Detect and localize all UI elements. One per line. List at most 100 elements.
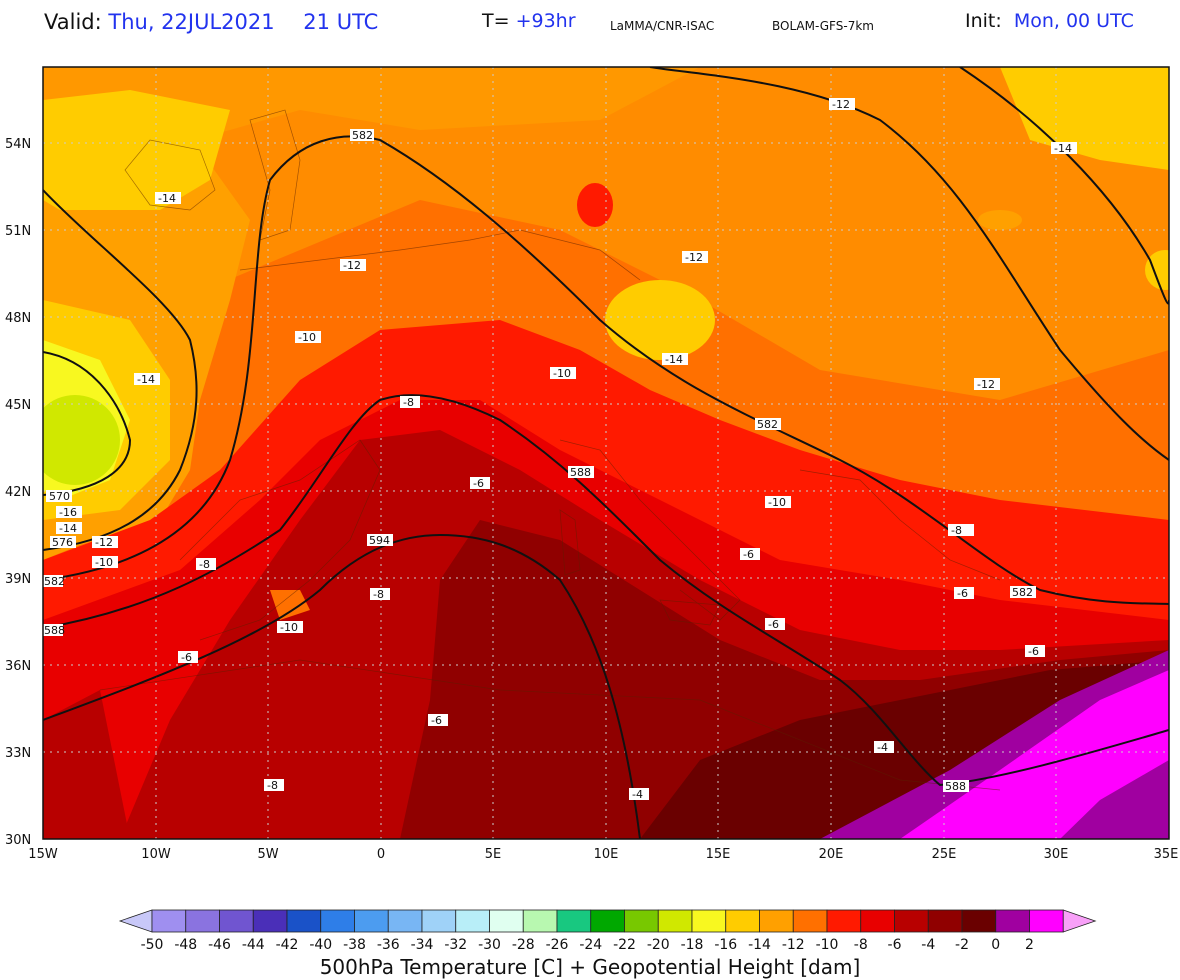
lead-time: T= +93hr xyxy=(482,10,576,32)
colorbar-tick-label: -12 xyxy=(782,937,805,953)
svg-text:-12: -12 xyxy=(343,259,361,272)
temp-label-20: -6 xyxy=(765,618,785,631)
lon-tick: 30E xyxy=(1044,847,1069,862)
lat-tick: 36N xyxy=(5,659,31,674)
svg-text:-8: -8 xyxy=(951,524,962,537)
lon-tick: 15E xyxy=(706,847,731,862)
colorbar-swatch xyxy=(725,909,760,933)
temp-label-3: -14 xyxy=(1051,142,1077,155)
colorbar-tick-label: -48 xyxy=(174,937,197,953)
contour-594 xyxy=(43,533,641,839)
lead-label: T= xyxy=(482,10,510,32)
svg-text:582: 582 xyxy=(757,418,778,431)
temp-label-10: -8 xyxy=(264,779,284,792)
height-label-10: 588 xyxy=(943,780,969,793)
colorbar-tick-label: -34 xyxy=(411,937,434,953)
colorbar-tick-label: -30 xyxy=(478,937,501,953)
colorbar-swatch xyxy=(657,909,693,933)
svg-text:582: 582 xyxy=(1012,586,1033,599)
colorbar-swatch xyxy=(624,909,659,933)
height-label-6: 594 xyxy=(367,534,393,547)
height-label-1: 582 xyxy=(350,129,374,142)
temp-label-17: -10 xyxy=(550,367,576,380)
colorbar-tick-label: -22 xyxy=(613,937,636,953)
height-label-7: 588 xyxy=(568,466,594,479)
svg-text:-14: -14 xyxy=(158,192,176,205)
colorbar-tick-label: -40 xyxy=(309,937,332,953)
lon-tick: 5E xyxy=(485,847,502,862)
colorbar-tick-label: -50 xyxy=(141,937,164,953)
svg-text:-12: -12 xyxy=(977,378,995,391)
colorbar-swatch xyxy=(455,909,490,933)
colorbar-arrow-high xyxy=(1062,909,1097,933)
colorbar-tick-label: 0 xyxy=(991,937,1000,953)
temp-label-22: -4 xyxy=(874,741,894,754)
colorbar-swatch xyxy=(860,909,895,933)
coastlines xyxy=(99,109,1001,791)
svg-text:-8: -8 xyxy=(403,396,414,409)
svg-text:588: 588 xyxy=(44,624,65,637)
svg-text:-10: -10 xyxy=(95,556,113,569)
svg-text:-8: -8 xyxy=(199,558,210,571)
temp-label-26: -6 xyxy=(740,548,760,561)
svg-text:-10: -10 xyxy=(553,367,571,380)
contour-labels: -14 -14 -14 -16 -14 -12 -10 -8 -6 -8 -12… xyxy=(43,98,1077,801)
colorbar-tick-label: -38 xyxy=(343,937,366,953)
temp-label-27: -10 xyxy=(765,496,791,509)
temp-label-23: -12 xyxy=(829,98,855,111)
lon-tick: 10E xyxy=(594,847,619,862)
temp-label-24: -14 xyxy=(662,353,688,366)
colorbar-tick-label: -36 xyxy=(377,937,400,953)
lon-tick: 20E xyxy=(819,847,844,862)
svg-text:-6: -6 xyxy=(743,548,754,561)
colorbar-swatch xyxy=(522,909,558,933)
contour-582-north xyxy=(43,135,1169,605)
valid-label: Valid: xyxy=(44,10,102,34)
colorbar: -50 -48 -46 -44 -42 -40 -38 -36 -34 -32 -30 -28 -26-… xyxy=(118,909,1097,953)
svg-text:582: 582 xyxy=(44,575,65,588)
colorbar-tick-label: -20 xyxy=(647,937,670,953)
svg-text:-16: -16 xyxy=(59,506,77,519)
lat-tick: 39N xyxy=(5,572,31,587)
colorbar-swatch xyxy=(759,909,794,933)
temp-label-19: -6 xyxy=(428,714,448,727)
map-frame xyxy=(42,66,1170,840)
init-label: Init: xyxy=(965,10,1002,32)
colorbar-swatch xyxy=(556,909,592,933)
lat-tick: 42N xyxy=(5,485,31,500)
lat-tick: 45N xyxy=(5,398,31,413)
colorbar-tick-label: -18 xyxy=(681,937,704,953)
colorbar-tick-label: -2 xyxy=(955,937,969,953)
svg-text:-8: -8 xyxy=(373,588,384,601)
lon-tick: 10W xyxy=(141,847,171,862)
colorbar-swatch xyxy=(252,909,288,933)
lead-value: +93hr xyxy=(515,10,576,32)
svg-text:-14: -14 xyxy=(137,373,155,386)
colorbar-tick-label: -42 xyxy=(276,937,299,953)
colorbar-swatch xyxy=(489,909,524,933)
temp-label-2: -14 xyxy=(134,373,160,386)
valid-time: Valid: Thu, 22JUL2021 21 UTC xyxy=(44,10,378,34)
colorbar-swatch xyxy=(320,909,355,933)
valid-hour: 21 UTC xyxy=(303,10,379,34)
lat-tick: 30N xyxy=(5,833,31,848)
height-label-3: 576 xyxy=(50,536,76,549)
colorbar-swatch xyxy=(286,909,322,933)
lon-tick: 35E xyxy=(1154,847,1179,862)
contour-570 xyxy=(43,351,132,496)
height-label-9: 582 xyxy=(1010,586,1036,599)
temp-label-15: -8 xyxy=(400,396,420,409)
svg-text:570: 570 xyxy=(49,490,70,503)
colorbar-tick-label: -46 xyxy=(208,937,231,953)
contour-582-east xyxy=(649,67,1169,461)
temp-label-13: -10 xyxy=(277,621,303,634)
colorbar-swatch xyxy=(354,909,389,933)
latitude-axis: 54N 51N 48N 45N 42N 39N 36N 33N 30N xyxy=(5,137,31,848)
lat-tick: 33N xyxy=(5,746,31,761)
colorbar-tick-label: -14 xyxy=(748,937,771,953)
lat-tick: 51N xyxy=(5,224,31,239)
temp-label-1: -14 xyxy=(155,192,181,205)
svg-text:-4: -4 xyxy=(632,788,643,801)
colorbar-tick-label: -8 xyxy=(854,937,868,953)
